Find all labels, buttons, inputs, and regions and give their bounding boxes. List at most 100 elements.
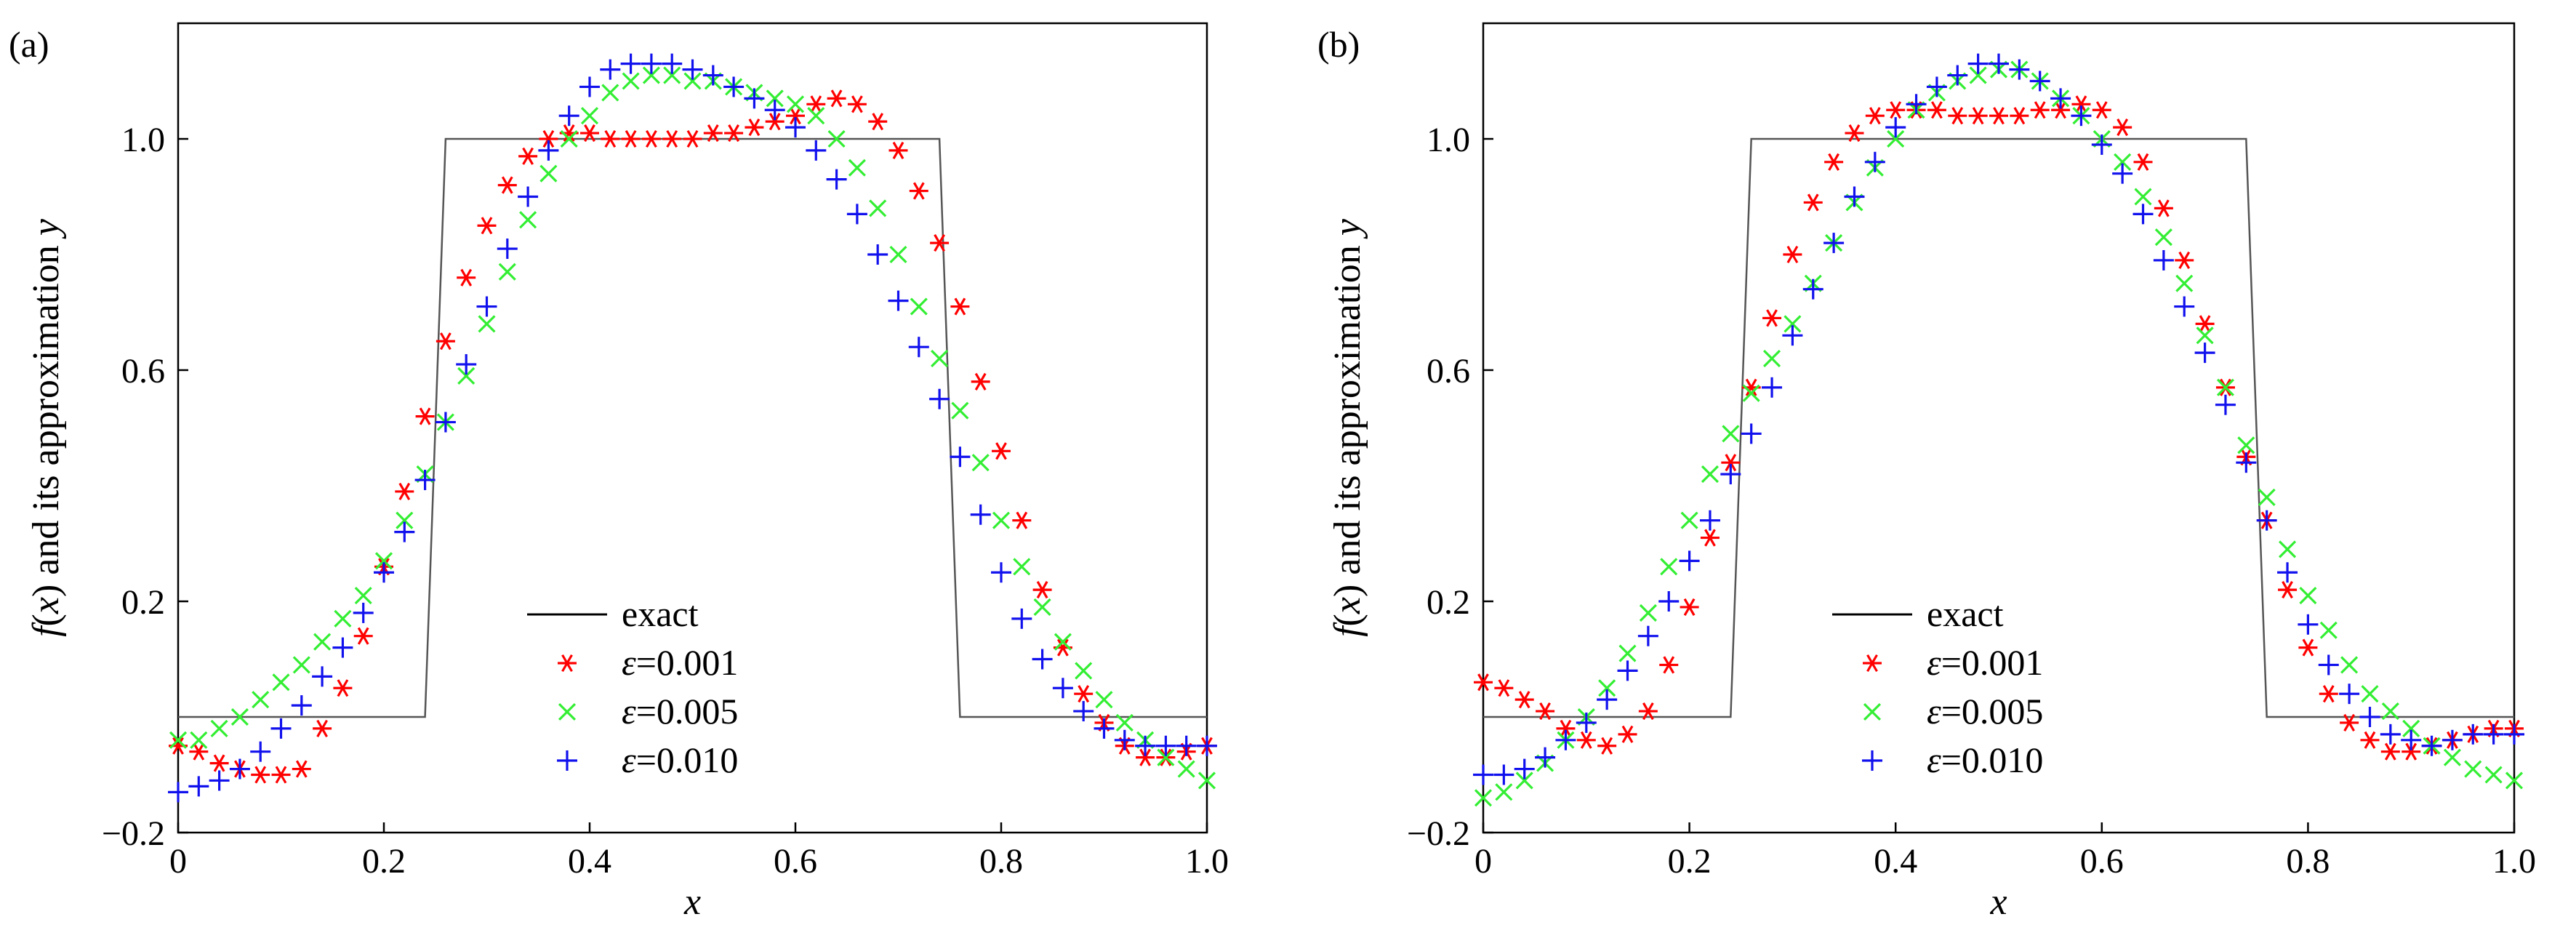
x-tick-label: 0.4: [568, 842, 611, 881]
data-point: [888, 141, 908, 159]
data-point: [313, 719, 332, 737]
data-point: [2319, 685, 2338, 703]
data-point: [1075, 662, 1093, 680]
data-point: [519, 211, 537, 229]
legend-label-exact: exact: [1927, 593, 2004, 634]
data-point: [2504, 723, 2524, 745]
data-point: [683, 72, 702, 90]
legend-marker: [558, 654, 577, 673]
data-point: [271, 766, 291, 784]
data-point: [992, 442, 1011, 460]
data-point: [251, 766, 270, 784]
data-point: [1474, 673, 1493, 692]
data-point: [2421, 735, 2442, 756]
data-point: [662, 53, 683, 74]
data-point: [414, 470, 436, 491]
data-point: [1555, 729, 1576, 750]
data-point: [1823, 233, 1845, 254]
data-point: [1639, 604, 1657, 622]
data-point: [2463, 723, 2484, 745]
data-point: [2441, 729, 2463, 750]
data-point: [539, 129, 558, 148]
data-point: [622, 72, 640, 90]
y-tick-label: 0.6: [121, 352, 165, 390]
data-point: [662, 129, 682, 148]
data-point: [2443, 748, 2461, 766]
data-point: [929, 388, 950, 409]
data-point: [272, 673, 290, 692]
legend-label: ε=0.001: [1927, 642, 2043, 683]
data-point: [2402, 719, 2420, 737]
data-point: [1844, 186, 1865, 207]
data-point: [2009, 59, 2030, 80]
data-point: [971, 372, 990, 390]
data-point: [395, 482, 414, 501]
data-point: [313, 633, 332, 651]
legend-label: ε=0.005: [1927, 691, 2043, 731]
series-plus: [1473, 53, 2524, 785]
data-point: [1782, 325, 1803, 346]
data-point: [1155, 735, 1176, 756]
data-point: [765, 113, 785, 131]
data-point: [1052, 678, 1073, 699]
data-point: [252, 691, 270, 709]
data-point: [1495, 783, 1513, 801]
y-tick-label: 0.6: [1427, 352, 1470, 390]
data-point: [682, 59, 703, 80]
data-point: [1032, 581, 1052, 599]
data-point: [2318, 654, 2339, 676]
data-point: [2175, 274, 2194, 292]
data-point: [1680, 511, 1698, 529]
data-point: [703, 124, 723, 143]
data-point: [620, 53, 641, 74]
data-point: [2319, 621, 2338, 639]
exact-line: [1483, 137, 2514, 718]
data-point: [1824, 153, 1844, 171]
data-point: [2464, 760, 2482, 778]
data-point: [786, 95, 805, 113]
data-point: [1926, 76, 1947, 97]
data-point: [579, 76, 600, 97]
data-point: [1802, 278, 1823, 300]
data-point: [1074, 685, 1094, 703]
data-point: [2029, 71, 2050, 92]
legend-label: ε=0.001: [622, 642, 738, 683]
data-point: [2258, 488, 2276, 506]
data-point: [1701, 465, 1720, 484]
data-point: [1721, 454, 1741, 472]
data-point: [1597, 737, 1617, 755]
data-point: [292, 656, 310, 674]
data-point: [498, 262, 516, 281]
data-point: [1176, 735, 1197, 756]
data-point: [2216, 378, 2235, 396]
axes-frame: [177, 22, 1208, 834]
data-point: [1115, 713, 1133, 732]
data-point: [2174, 296, 2195, 317]
data-point: [353, 602, 374, 623]
data-point: [374, 562, 394, 583]
data-point: [1699, 510, 1720, 531]
data-point: [2278, 540, 2297, 558]
data-point: [1660, 558, 1678, 576]
data-point: [2340, 656, 2359, 674]
data-point: [970, 504, 991, 525]
data-point: [930, 234, 950, 252]
data-point: [992, 511, 1011, 529]
data-point: [951, 401, 969, 420]
data-point: [2071, 95, 2091, 113]
data-point: [169, 731, 188, 749]
x-tick-label: 0.4: [1874, 842, 1917, 881]
data-point: [889, 245, 907, 264]
data-point: [1514, 758, 1535, 779]
data-point: [1617, 660, 1638, 681]
data-point: [683, 129, 702, 148]
data-point: [888, 290, 909, 311]
data-point: [435, 412, 456, 433]
data-point: [1618, 644, 1637, 662]
x-axis-label: x: [683, 881, 701, 923]
data-point: [2154, 199, 2173, 217]
data-point: [1576, 731, 1596, 749]
data-point: [764, 100, 785, 121]
data-point: [1114, 729, 1135, 750]
data-point: [847, 95, 867, 113]
